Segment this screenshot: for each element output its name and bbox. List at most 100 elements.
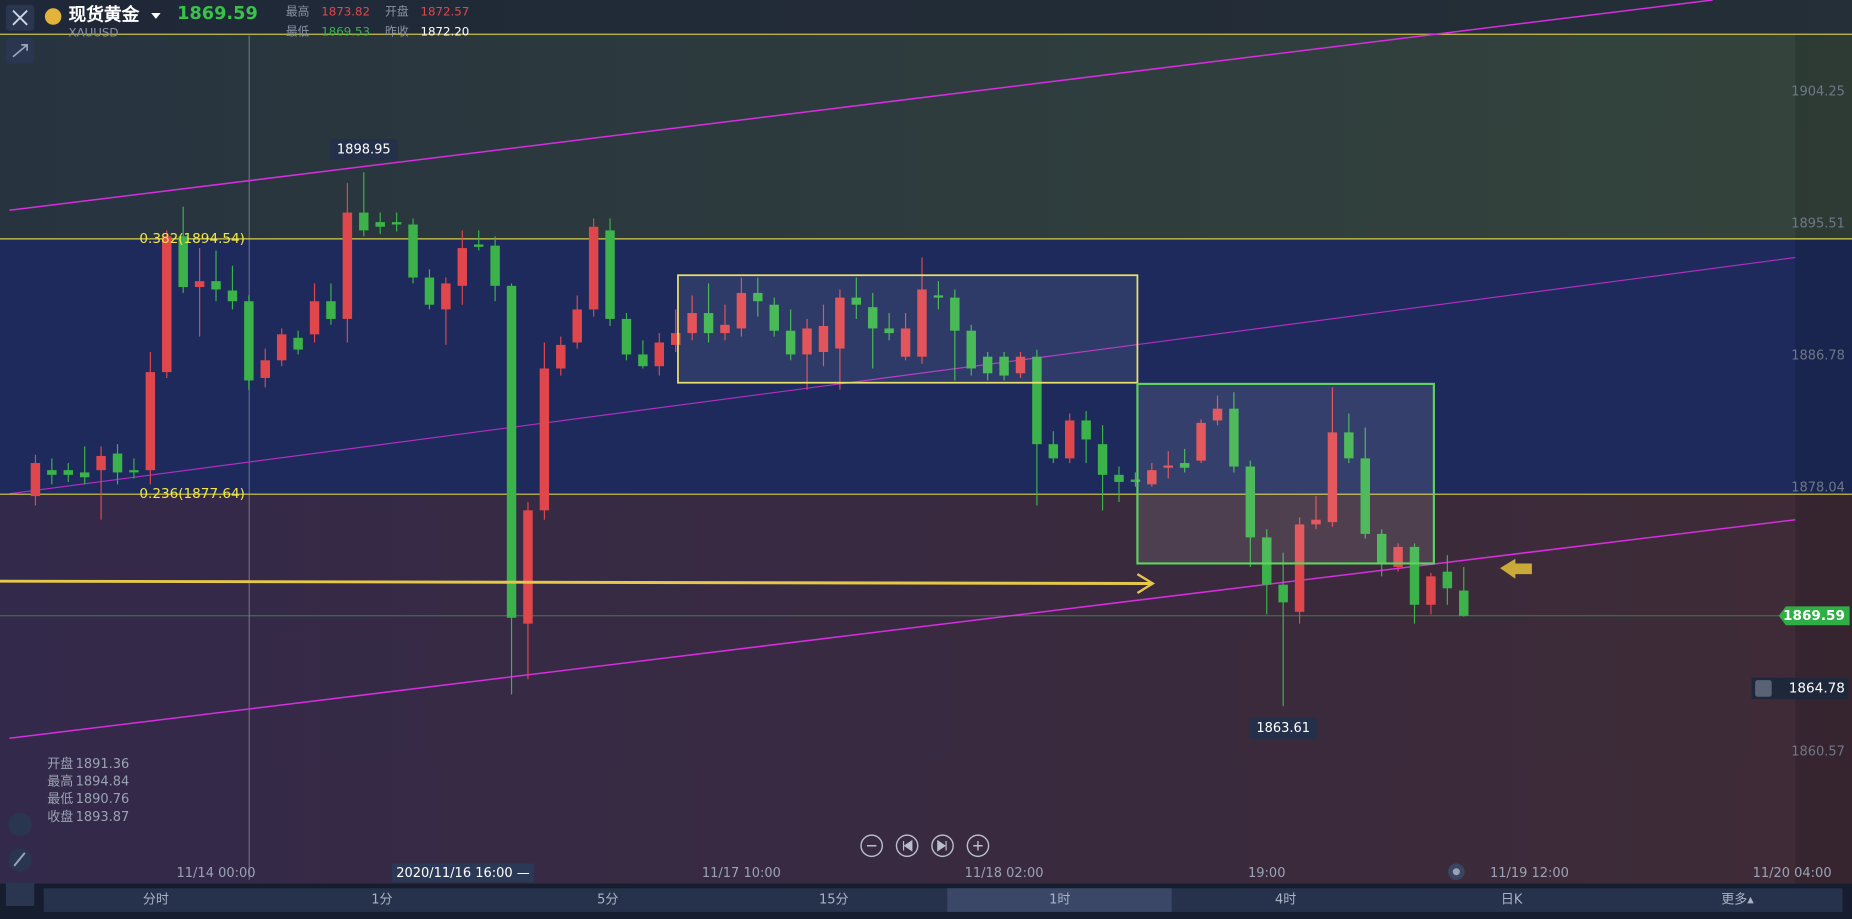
- candle-body: [359, 212, 369, 231]
- candle-body: [703, 313, 714, 334]
- alert-badge[interactable]: [1751, 677, 1849, 700]
- candle-body: [1065, 420, 1075, 459]
- candle-body: [736, 292, 747, 329]
- candle-body: [638, 354, 648, 367]
- candle-body: [1311, 519, 1321, 525]
- candle-body: [802, 328, 812, 355]
- range-box: [1136, 382, 1435, 565]
- candle-body: [79, 472, 90, 478]
- info-label: 最高: [47, 773, 73, 789]
- y-tick-label: 1904.25: [1791, 85, 1845, 100]
- candle-body: [162, 236, 172, 373]
- candle-body: [1459, 590, 1469, 616]
- candle-body: [1262, 537, 1272, 585]
- candle-body: [490, 245, 500, 286]
- channel-line: [9, 518, 1796, 740]
- candle-body: [194, 281, 205, 288]
- info-value: 1893.87: [76, 810, 130, 825]
- info-value: 1894.84: [76, 774, 130, 789]
- candle-body: [1163, 465, 1173, 468]
- candle-body: [326, 301, 336, 319]
- stat-label: 最高: [286, 4, 310, 18]
- arrow-head: [1136, 573, 1156, 594]
- tab[interactable]: 更多▴: [1721, 893, 1754, 908]
- candle-body: [868, 307, 878, 329]
- tool-button[interactable]: [8, 812, 32, 837]
- zone-upper: [0, 0, 1852, 239]
- zoom-out-button[interactable]: [860, 834, 884, 858]
- tab-selected: [947, 888, 1172, 912]
- tab[interactable]: 分时: [143, 893, 169, 908]
- candle-body: [621, 318, 632, 355]
- current-price: 1869.59: [177, 4, 258, 24]
- candle-body: [342, 212, 353, 319]
- title[interactable]: 现货黄金: [69, 3, 140, 25]
- candle-body: [1393, 546, 1403, 567]
- price-axis-area: [1795, 34, 1852, 884]
- stat-value: 1872.20: [420, 24, 469, 38]
- tab[interactable]: 1时: [1049, 893, 1070, 908]
- candle-body: [1130, 479, 1141, 482]
- y-tick-label: 1895.51: [1791, 217, 1845, 232]
- candle-body: [1442, 571, 1453, 589]
- dropdown-icon[interactable]: [151, 12, 161, 19]
- arrow-line: [0, 579, 1152, 586]
- candle-body: [556, 344, 566, 369]
- candle-body: [753, 292, 763, 302]
- arrow-marker: [1500, 558, 1532, 579]
- candle-body: [884, 328, 894, 334]
- scroll-end-button[interactable]: [931, 834, 954, 858]
- tab[interactable]: 5分: [597, 893, 618, 908]
- x-tick-label: 11/14 00:00: [177, 866, 256, 881]
- candle-body: [441, 283, 451, 310]
- tab[interactable]: 4时: [1275, 893, 1296, 908]
- candle-body: [1032, 356, 1042, 445]
- tab[interactable]: 日K: [1501, 893, 1523, 908]
- scroll-start-button[interactable]: [895, 834, 919, 858]
- candle-body: [523, 510, 533, 624]
- stat-value: 1873.82: [321, 4, 370, 18]
- symbol: XAUUSD: [69, 26, 119, 40]
- candle-body: [47, 470, 57, 475]
- zone-lower: [0, 493, 1852, 884]
- candle-body: [391, 222, 402, 225]
- x-tick-label: 11/19 12:00: [1490, 866, 1569, 881]
- y-tick-label: 1860.57: [1791, 745, 1845, 760]
- candle-body: [1015, 356, 1026, 374]
- zoom-in-button[interactable]: [966, 834, 990, 858]
- candle-body: [851, 297, 862, 305]
- alert-label: 1864.78: [1789, 680, 1845, 696]
- candle-body: [1409, 546, 1420, 605]
- pen-icon: [13, 852, 26, 867]
- candle-body: [1212, 408, 1223, 421]
- tab[interactable]: 15分: [819, 893, 849, 908]
- scroll-icons: [902, 839, 947, 852]
- candle-body: [818, 326, 829, 353]
- candle-body: [1344, 432, 1354, 459]
- close-icon: [12, 9, 28, 26]
- low-label: 1863.61: [1256, 721, 1310, 736]
- stat-value: 1872.57: [420, 4, 469, 18]
- tool-button[interactable]: [5, 882, 35, 907]
- stat-label: 开盘: [385, 4, 409, 18]
- candle-body: [1426, 576, 1436, 605]
- candle-body: [112, 453, 123, 473]
- candle-body: [227, 290, 238, 302]
- tab[interactable]: 1分: [371, 893, 392, 908]
- stat-value: 1869.53: [321, 24, 370, 38]
- alert-icon: [1755, 680, 1772, 697]
- candle-body: [30, 463, 41, 497]
- candle-body: [96, 455, 106, 471]
- candle-body: [63, 470, 73, 475]
- candle-body: [720, 324, 730, 334]
- candle-body: [424, 277, 435, 305]
- candle-body: [982, 356, 993, 374]
- y-tick-label: 1878.04: [1791, 481, 1845, 496]
- candle-body: [835, 297, 845, 349]
- info-label: 最低: [47, 792, 73, 807]
- candle-body: [1327, 432, 1338, 523]
- channel-line: [9, 0, 1713, 212]
- candle-body: [506, 285, 517, 618]
- candle-body: [539, 368, 550, 511]
- x-tick-label: 19:00: [1248, 866, 1285, 881]
